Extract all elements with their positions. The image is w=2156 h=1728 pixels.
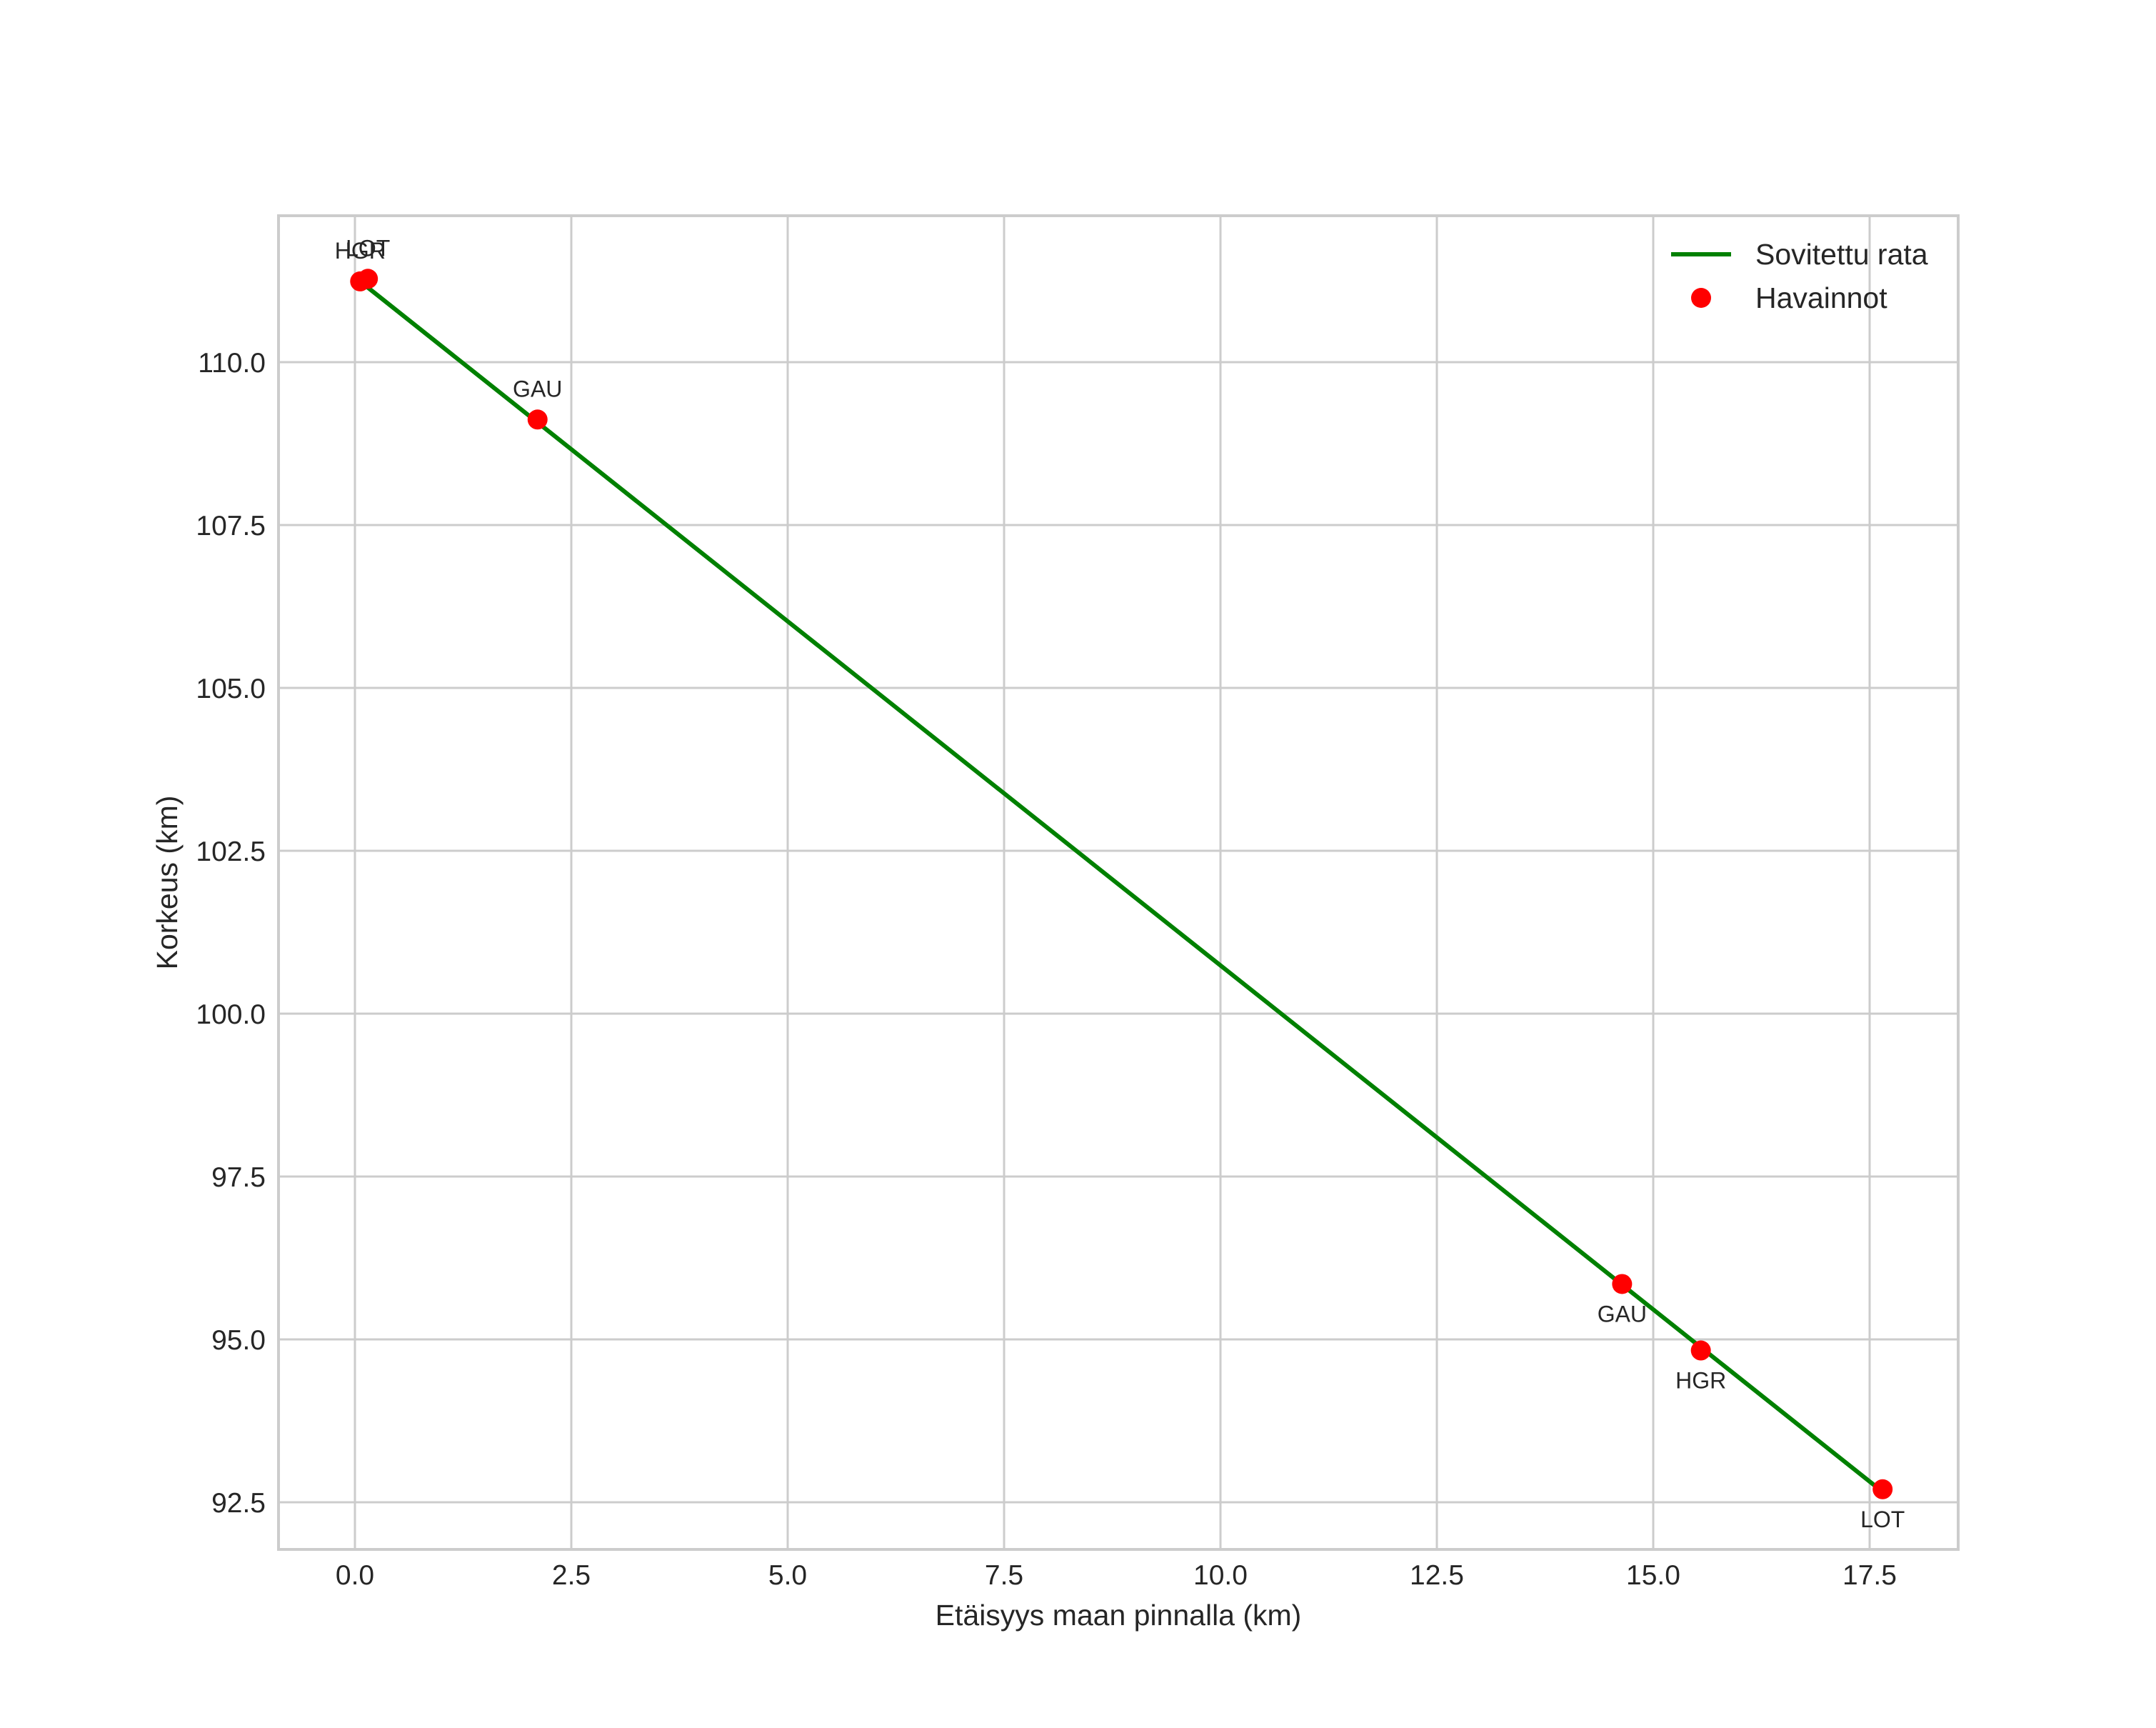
y-axis-title: Korkeus (km) bbox=[151, 796, 184, 970]
station-label: LOT bbox=[346, 235, 390, 261]
observation-point bbox=[1612, 1274, 1633, 1294]
station-label: GAU bbox=[1598, 1301, 1647, 1327]
x-tick-label: 0.0 bbox=[336, 1560, 374, 1591]
station-label: HGR bbox=[335, 238, 386, 264]
x-tick-label: 5.0 bbox=[768, 1560, 807, 1591]
legend-dot-icon bbox=[1691, 288, 1711, 308]
y-tick-label: 107.5 bbox=[196, 511, 266, 541]
observation-point bbox=[1872, 1479, 1893, 1499]
y-tick-label: 92.5 bbox=[211, 1488, 266, 1519]
plot-frame bbox=[277, 214, 1960, 1551]
station-label: GAU bbox=[513, 376, 562, 401]
legend-label: Sovitettu rata bbox=[1755, 238, 1928, 271]
y-tick-label: 97.5 bbox=[211, 1162, 266, 1193]
legend: Sovitettu rata Havainnot bbox=[1671, 238, 1928, 314]
station-label: LOT bbox=[1860, 1507, 1905, 1532]
x-tick-label: 10.0 bbox=[1193, 1560, 1248, 1591]
observation-point bbox=[527, 409, 548, 430]
observation-point bbox=[1690, 1340, 1711, 1361]
x-tick-label: 7.5 bbox=[985, 1560, 1023, 1591]
x-tick-label: 17.5 bbox=[1842, 1560, 1897, 1591]
x-axis-ticks: 0.0 2.5 5.0 7.5 10.0 12.5 15.0 17.5 bbox=[336, 1560, 1897, 1591]
plot-series bbox=[350, 269, 1893, 1499]
y-tick-label: 95.0 bbox=[211, 1325, 266, 1356]
grid-lines bbox=[279, 216, 1958, 1549]
observation-point bbox=[358, 269, 378, 289]
y-tick-label: 105.0 bbox=[196, 674, 266, 704]
x-tick-label: 2.5 bbox=[552, 1560, 591, 1591]
legend-label: Havainnot bbox=[1755, 281, 1887, 314]
y-tick-label: 100.0 bbox=[196, 999, 266, 1030]
x-tick-label: 15.0 bbox=[1626, 1560, 1680, 1591]
y-axis-ticks: 92.5 95.0 97.5 100.0 102.5 105.0 107.5 110.0 bbox=[196, 348, 266, 1519]
y-tick-label: 102.5 bbox=[196, 836, 266, 867]
x-axis-title: Etäisyys maan pinnalla (km) bbox=[936, 1599, 1302, 1632]
station-label: HGR bbox=[1675, 1368, 1726, 1394]
x-tick-label: 12.5 bbox=[1410, 1560, 1464, 1591]
legend-item: Havainnot bbox=[1691, 281, 1887, 314]
y-tick-label: 110.0 bbox=[198, 348, 266, 379]
legend-item: Sovitettu rata bbox=[1671, 238, 1928, 271]
